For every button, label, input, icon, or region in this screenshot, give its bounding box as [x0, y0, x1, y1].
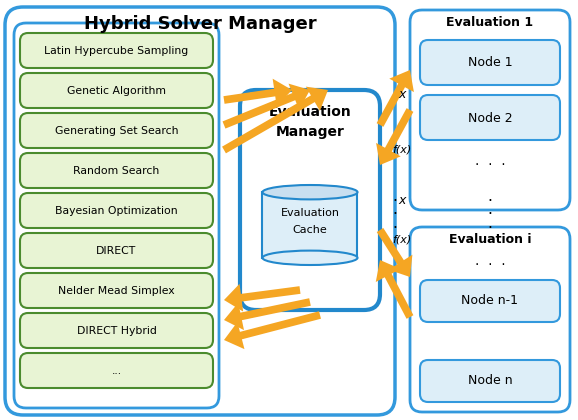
FancyBboxPatch shape [20, 313, 213, 348]
FancyBboxPatch shape [5, 7, 395, 415]
Text: f(x): f(x) [392, 235, 412, 245]
Ellipse shape [262, 251, 358, 265]
FancyBboxPatch shape [20, 33, 213, 68]
Text: Node 1: Node 1 [468, 57, 512, 69]
FancyBboxPatch shape [20, 233, 213, 268]
Text: Manager: Manager [276, 125, 344, 139]
Text: Node n-1: Node n-1 [461, 294, 518, 307]
FancyBboxPatch shape [20, 193, 213, 228]
Text: Random Search: Random Search [73, 165, 160, 176]
Text: Node 2: Node 2 [468, 111, 512, 124]
Text: Generating Set Search: Generating Set Search [55, 126, 178, 136]
Polygon shape [223, 84, 310, 129]
FancyBboxPatch shape [14, 23, 219, 408]
FancyBboxPatch shape [20, 113, 213, 148]
Text: Evaluation: Evaluation [280, 208, 339, 218]
Text: Cache: Cache [292, 225, 327, 235]
Text: Nelder Mead Simplex: Nelder Mead Simplex [58, 286, 175, 296]
Text: DIRECT Hybrid: DIRECT Hybrid [76, 326, 157, 336]
Polygon shape [224, 298, 311, 330]
Text: x: x [398, 194, 406, 207]
Text: Evaluation: Evaluation [269, 105, 351, 119]
Text: f(x): f(x) [392, 145, 412, 155]
Polygon shape [376, 260, 413, 319]
Polygon shape [377, 228, 412, 277]
FancyBboxPatch shape [20, 153, 213, 188]
Text: ·  ·  ·: · · · [475, 158, 505, 172]
FancyBboxPatch shape [420, 280, 560, 322]
FancyBboxPatch shape [410, 227, 570, 412]
Text: Node n: Node n [468, 375, 512, 388]
Bar [262, 192, 358, 258]
Text: x: x [398, 89, 406, 102]
FancyBboxPatch shape [20, 273, 213, 308]
FancyBboxPatch shape [20, 73, 213, 108]
Text: Hybrid Solver Manager: Hybrid Solver Manager [84, 15, 316, 33]
Polygon shape [224, 311, 321, 349]
Text: ...: ... [112, 365, 121, 375]
Polygon shape [376, 108, 413, 165]
Ellipse shape [262, 185, 358, 200]
Text: ·  ·  ·: · · · [475, 258, 505, 272]
Text: Genetic Algorithm: Genetic Algorithm [67, 86, 166, 95]
Polygon shape [377, 70, 414, 127]
Text: Evaluation i: Evaluation i [449, 233, 531, 246]
Text: Latin Hypercube Sampling: Latin Hypercube Sampling [45, 45, 188, 55]
Text: ·
·
·: · · · [488, 194, 492, 236]
FancyBboxPatch shape [420, 360, 560, 402]
Polygon shape [222, 87, 328, 153]
FancyBboxPatch shape [20, 353, 213, 388]
FancyBboxPatch shape [240, 90, 380, 310]
FancyBboxPatch shape [420, 95, 560, 140]
Polygon shape [224, 79, 292, 106]
FancyBboxPatch shape [420, 40, 560, 85]
Text: ·
·
·: · · · [392, 194, 398, 236]
Text: DIRECT: DIRECT [97, 246, 136, 255]
Text: Bayesian Optimization: Bayesian Optimization [55, 205, 178, 215]
Text: Evaluation 1: Evaluation 1 [446, 16, 533, 29]
FancyBboxPatch shape [410, 10, 570, 210]
Polygon shape [224, 284, 301, 312]
